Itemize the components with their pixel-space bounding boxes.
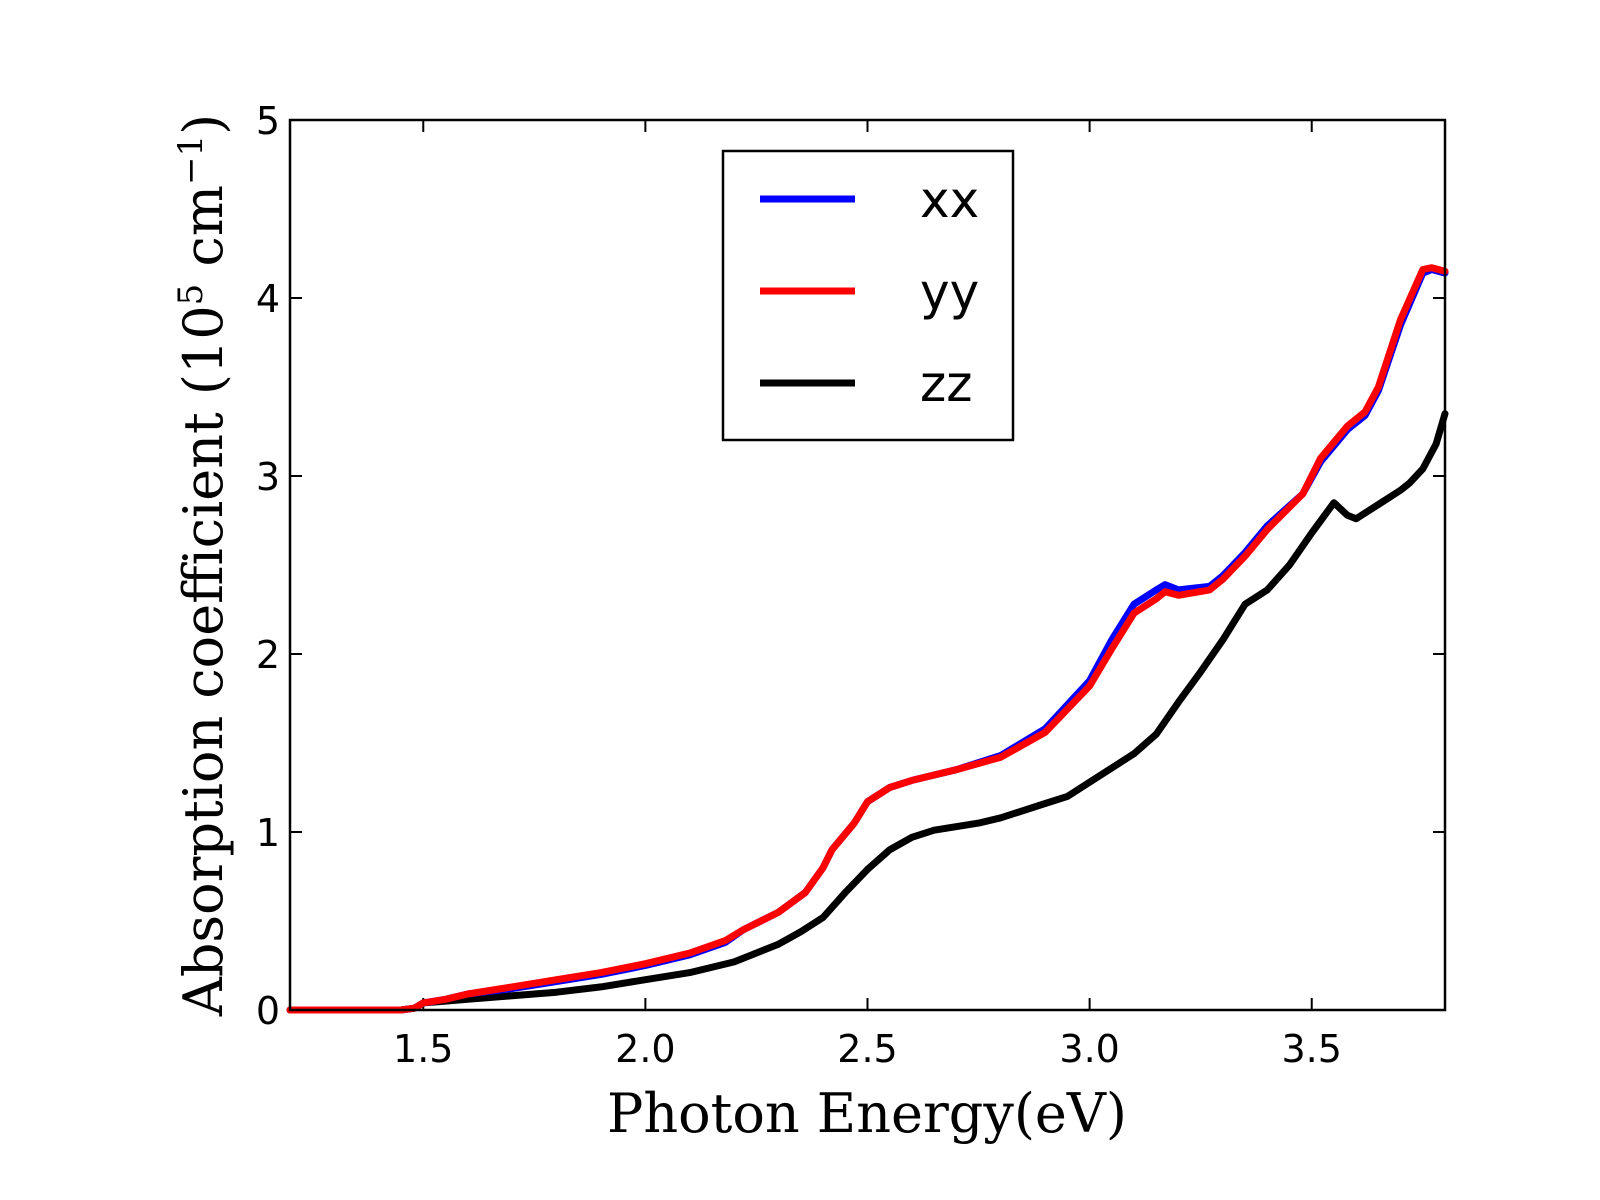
y-tick-label: 1	[256, 811, 280, 855]
x-tick-label: 3.5	[1282, 1027, 1342, 1071]
y-tick-label: 5	[256, 99, 280, 143]
legend-label-xx: xx	[920, 171, 979, 229]
y-tick-label: 4	[256, 277, 280, 321]
legend-label-zz: zz	[920, 355, 973, 413]
y-tick-label: 0	[256, 989, 280, 1033]
series-layer	[286, 264, 1449, 1014]
plot-frame	[288, 118, 1447, 1012]
x-axis-title: Photon Energy(eV)	[607, 1082, 1127, 1145]
y-axis-title-middle: cm	[172, 185, 235, 284]
series-line-zz	[286, 410, 1449, 1014]
y-axis-title-exp2: −1	[171, 135, 211, 185]
x-tick-label: 3.0	[1059, 1027, 1119, 1071]
legend-label-yy: yy	[920, 263, 979, 321]
series-line-yy	[286, 264, 1449, 1014]
x-tick-label: 2.5	[837, 1027, 897, 1071]
y-tick-label: 2	[256, 633, 280, 677]
y-tick-label: 3	[256, 455, 280, 499]
y-axis-title: Absorption coefficient (105 cm−1)	[171, 114, 235, 1017]
y-axis-title-suffix: )	[172, 114, 235, 135]
x-tick-label: 1.5	[393, 1027, 453, 1071]
x-tick-label: 2.0	[615, 1027, 675, 1071]
legend: xx yy zz	[721, 149, 1015, 442]
ticks-layer: 1.5 2.0 2.5 3.0 3.5 0 1 2 3 4 5	[256, 99, 1445, 1071]
y-axis-title-prefix: Absorption coefficient (10	[172, 305, 235, 1017]
y-axis-title-exp1: 5	[171, 284, 211, 306]
